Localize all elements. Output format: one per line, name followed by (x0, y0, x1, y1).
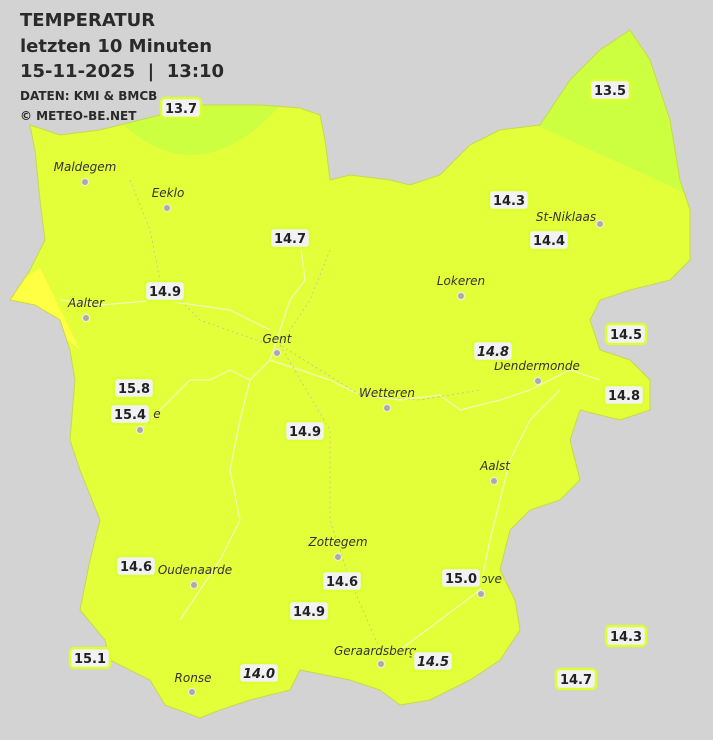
station-value: 14.8 (477, 345, 509, 360)
station-value: 13.7 (165, 102, 197, 117)
city-dot (334, 553, 342, 561)
copyright: © METEO-BE.NET (20, 109, 137, 123)
station-value: 14.5 (610, 328, 642, 343)
station-value: 14.9 (149, 285, 181, 300)
station-value: 14.6 (120, 560, 152, 575)
station-box (159, 96, 203, 120)
station-value: 14.3 (493, 194, 525, 209)
station-box (471, 339, 515, 363)
station-box (527, 228, 571, 252)
city-label: Aalter (67, 296, 105, 310)
city-dot (82, 314, 90, 322)
station-box (588, 78, 632, 102)
city-label: Aalst (479, 459, 511, 473)
city-label: Maldegem (54, 160, 117, 174)
station-box (439, 566, 483, 590)
city-dot (596, 220, 604, 228)
city-label: Zottegem (307, 535, 367, 549)
station-value: 15.4 (114, 408, 146, 423)
station-box (143, 279, 187, 303)
city-dot (81, 178, 89, 186)
source: DATEN: KMI & BMCB (20, 89, 157, 103)
rivers (59, 239, 601, 651)
station-value: 15.0 (445, 572, 477, 587)
city-label: St-Niklaas (536, 210, 596, 224)
city-dot (534, 377, 542, 385)
station-value: 14.4 (533, 234, 565, 249)
station-box (604, 322, 648, 346)
station-box (237, 661, 281, 685)
city-dot (377, 660, 385, 668)
station-box (68, 646, 112, 670)
station-value: 13.5 (594, 84, 626, 99)
station-box (487, 188, 531, 212)
city-dot (188, 688, 196, 696)
datetime: 15-11-2025 | 13:10 (20, 61, 224, 82)
city-label: Geraardsberg (334, 644, 417, 658)
title: TEMPERATUR (20, 10, 155, 31)
city-dot (273, 349, 281, 357)
city-label: Eeklo (152, 186, 185, 200)
city-dot (490, 477, 498, 485)
city-dot (457, 292, 465, 300)
station-box (320, 569, 364, 593)
subtitle: letzten 10 Minuten (20, 36, 212, 57)
city-label: Wetteren (359, 386, 415, 400)
station-box (287, 599, 331, 623)
city-label: Lokeren (437, 274, 485, 288)
station-value: 14.5 (417, 655, 449, 670)
city-dot (136, 426, 144, 434)
city-label: Ronse (175, 671, 212, 685)
city-label: e (153, 407, 160, 421)
railways (129, 179, 481, 651)
station-box (114, 554, 158, 578)
station-value: 14.0 (243, 667, 275, 682)
station-box (411, 649, 455, 673)
city-label: Gent (263, 332, 293, 346)
station-value: 14.7 (274, 232, 306, 247)
station-box (602, 383, 646, 407)
station-value: 15.1 (74, 652, 106, 667)
city-dot (383, 404, 391, 412)
station-value: 14.9 (293, 605, 325, 620)
station-value: 14.7 (560, 673, 592, 688)
station-box (554, 667, 598, 691)
city-dot (477, 590, 485, 598)
station-box (604, 624, 648, 648)
city-label: Dendermonde (494, 359, 580, 373)
station-value: 14.3 (610, 630, 642, 645)
station-box (268, 226, 312, 250)
city-dot (163, 204, 171, 212)
station-box (283, 419, 327, 443)
station-box (112, 376, 156, 400)
station-value: 14.9 (289, 425, 321, 440)
city-label: ove (480, 572, 502, 586)
city-dot (190, 581, 198, 589)
city-label: Oudenaarde (158, 563, 232, 577)
station-value: 14.6 (326, 575, 358, 590)
station-value: 14.8 (608, 389, 640, 404)
station-value: 15.8 (118, 382, 150, 397)
station-box (108, 402, 152, 426)
